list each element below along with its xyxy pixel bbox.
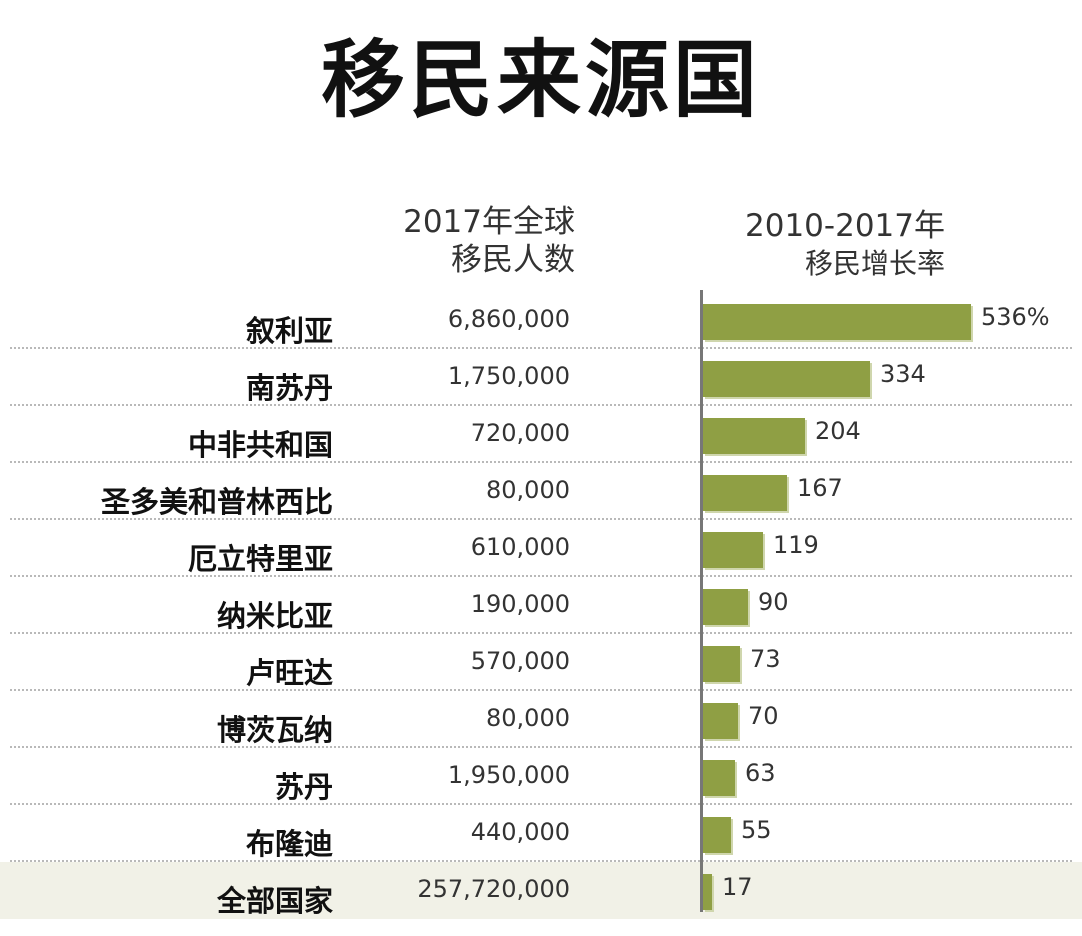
population-value: 1,950,000 xyxy=(447,761,570,789)
row-divider xyxy=(10,860,1072,862)
row-divider xyxy=(10,689,1072,691)
growth-bar xyxy=(703,817,731,853)
table-row: 圣多美和普林西比 80,000 167 xyxy=(0,463,1082,520)
growth-bar xyxy=(703,418,805,454)
population-value: 570,000 xyxy=(470,647,570,675)
growth-value-label: 17 xyxy=(722,873,753,901)
population-header-line2: 移民人数 xyxy=(451,242,575,278)
population-value: 190,000 xyxy=(470,590,570,618)
table-row: 中非共和国 720,000 204 xyxy=(0,406,1082,463)
growth-bar xyxy=(703,361,870,397)
growth-value-label: 536% xyxy=(981,303,1050,331)
row-divider xyxy=(10,746,1072,748)
table-row: 布隆迪 440,000 55 xyxy=(0,805,1082,862)
growth-bar xyxy=(703,760,735,796)
population-value: 6,860,000 xyxy=(447,305,570,333)
growth-header-line2: 移民增长率 xyxy=(804,247,945,280)
total-row: 全部国家 257,720,000 17 xyxy=(0,862,1082,919)
country-label: 中非共和国 xyxy=(187,428,333,462)
country-label: 纳米比亚 xyxy=(216,599,333,633)
row-divider xyxy=(10,404,1072,406)
growth-bar xyxy=(703,703,738,739)
growth-value-label: 90 xyxy=(758,588,789,616)
growth-value-label: 204 xyxy=(815,417,861,445)
growth-bar xyxy=(703,874,712,910)
growth-bar xyxy=(703,304,971,340)
growth-value-label: 119 xyxy=(773,531,819,559)
population-column-header: 2017年全球 移民人数 xyxy=(340,203,575,279)
growth-value-label: 63 xyxy=(745,759,776,787)
growth-value-label: 167 xyxy=(797,474,843,502)
table-row: 卢旺达 570,000 73 xyxy=(0,634,1082,691)
population-value: 1,750,000 xyxy=(447,362,570,390)
country-label: 圣多美和普林西比 xyxy=(100,485,333,519)
population-value: 80,000 xyxy=(486,704,570,732)
table-row: 厄立特里亚 610,000 119 xyxy=(0,520,1082,577)
country-label: 厄立特里亚 xyxy=(187,542,333,576)
table-row: 苏丹 1,950,000 63 xyxy=(0,748,1082,805)
row-divider xyxy=(10,632,1072,634)
country-label: 南苏丹 xyxy=(245,371,333,405)
population-value: 257,720,000 xyxy=(417,875,570,903)
growth-value-label: 70 xyxy=(748,702,779,730)
growth-bar xyxy=(703,589,748,625)
row-divider xyxy=(10,575,1072,577)
growth-bar xyxy=(703,475,787,511)
table-row: 叙利亚 6,860,000 536% xyxy=(0,292,1082,349)
growth-value-label: 334 xyxy=(880,360,926,388)
population-value: 720,000 xyxy=(470,419,570,447)
growth-bar xyxy=(703,646,740,682)
chart-title: 移民来源国 xyxy=(320,31,761,129)
country-label: 布隆迪 xyxy=(245,827,333,861)
table-row: 博茨瓦纳 80,000 70 xyxy=(0,691,1082,748)
row-divider xyxy=(10,803,1072,805)
growth-value-label: 55 xyxy=(741,816,772,844)
country-label: 博茨瓦纳 xyxy=(216,713,333,747)
country-label: 卢旺达 xyxy=(245,656,333,690)
row-divider xyxy=(10,347,1072,349)
row-divider xyxy=(10,461,1072,463)
growth-value-label: 73 xyxy=(750,645,781,673)
bar-baseline-axis xyxy=(700,290,703,912)
population-header-line1: 2017年全球 xyxy=(403,204,575,240)
growth-header-line1: 2010-2017年 xyxy=(745,208,945,244)
country-label: 苏丹 xyxy=(274,770,333,804)
country-label: 叙利亚 xyxy=(245,314,333,348)
growth-column-header: 2010-2017年 移民增长率 xyxy=(680,207,945,283)
country-label: 全部国家 xyxy=(216,884,333,918)
table-row: 南苏丹 1,750,000 334 xyxy=(0,349,1082,406)
row-divider xyxy=(10,518,1072,520)
population-value: 610,000 xyxy=(470,533,570,561)
population-value: 80,000 xyxy=(486,476,570,504)
growth-bar xyxy=(703,532,763,568)
table-row: 纳米比亚 190,000 90 xyxy=(0,577,1082,634)
population-value: 440,000 xyxy=(470,818,570,846)
